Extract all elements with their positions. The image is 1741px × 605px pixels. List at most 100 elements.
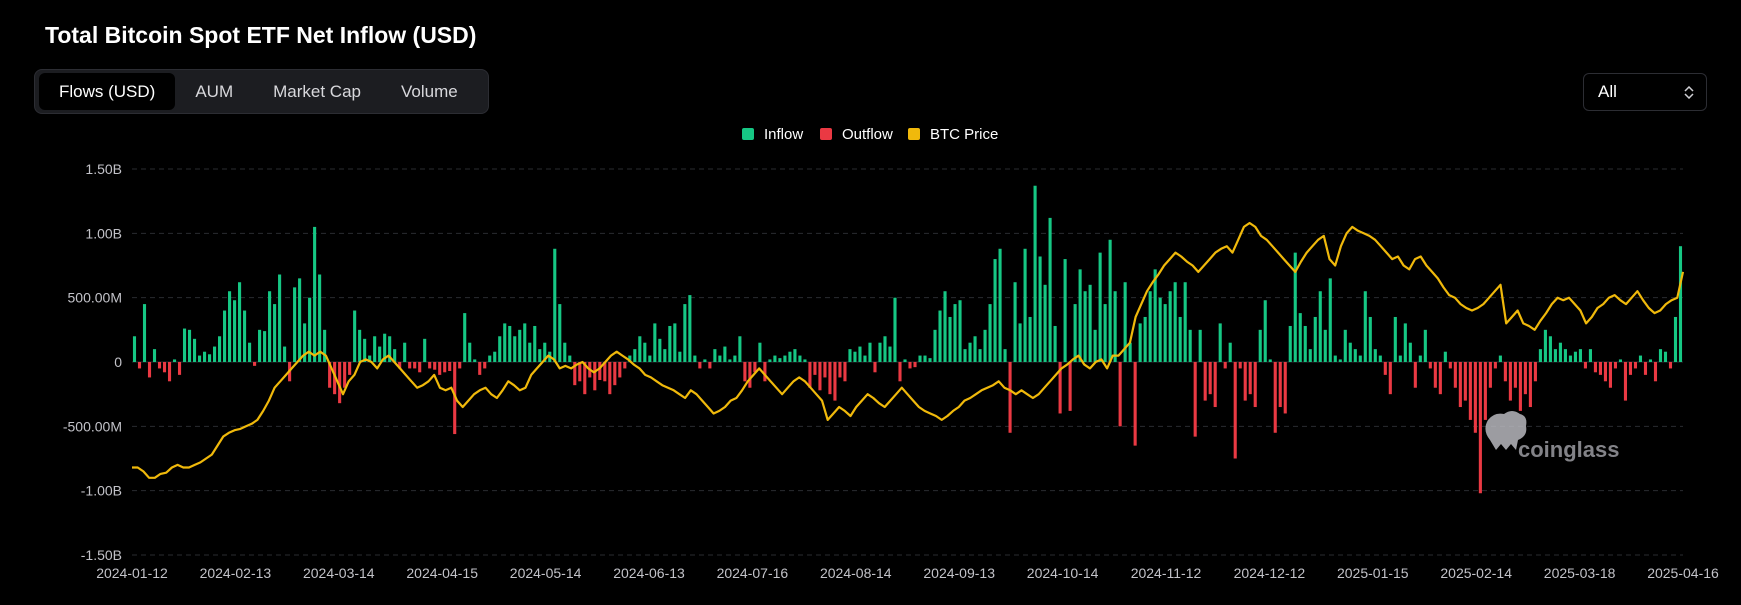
inflow-bar[interactable] [172,359,177,362]
inflow-bar[interactable] [993,259,997,362]
inflow-bar[interactable] [1348,342,1352,362]
outflow-bar[interactable] [1383,362,1387,375]
inflow-bar[interactable] [648,355,652,362]
outflow-bar[interactable] [162,362,167,373]
inflow-bar[interactable] [142,304,147,362]
inflow-bar[interactable] [983,329,987,362]
inflow-bar[interactable] [1573,351,1577,362]
inflow-bar[interactable] [358,329,362,362]
inflow-bar[interactable] [888,346,892,362]
outflow-bar[interactable] [478,362,482,375]
outflow-bar[interactable] [838,362,842,378]
outflow-bar[interactable] [1233,362,1237,459]
outflow-bar[interactable] [1438,362,1442,395]
outflow-bar[interactable] [1463,362,1467,401]
inflow-bar[interactable] [1018,323,1022,362]
outflow-bar[interactable] [603,362,607,382]
inflow-bar[interactable] [268,291,272,362]
inflow-bar[interactable] [1323,329,1327,362]
inflow-bar[interactable] [1188,329,1192,362]
outflow-bar[interactable] [177,362,182,375]
inflow-bar[interactable] [1288,325,1292,362]
inflow-bar[interactable] [1053,325,1057,362]
outflow-bar[interactable] [1593,362,1597,373]
outflow-bar[interactable] [433,362,437,370]
inflow-bar[interactable] [1398,355,1402,362]
inflow-bar[interactable] [218,336,222,362]
outflow-bar[interactable] [748,362,752,388]
outflow-bar[interactable] [753,362,757,373]
outflow-bar[interactable] [1633,362,1638,369]
inflow-bar[interactable] [1658,349,1663,362]
outflow-bar[interactable] [137,362,142,369]
outflow-bar[interactable] [873,362,877,373]
outflow-bar[interactable] [328,362,332,388]
inflow-bar[interactable] [1343,329,1347,362]
outflow-bar[interactable] [1193,362,1197,437]
outflow-bar[interactable] [1453,362,1457,388]
inflow-bar[interactable] [768,359,772,362]
inflow-bar[interactable] [688,295,692,362]
inflow-bar[interactable] [223,310,227,362]
inflow-bar[interactable] [1553,349,1557,362]
outflow-bar[interactable] [1213,362,1217,408]
outflow-bar[interactable] [1008,362,1012,433]
inflow-bar[interactable] [1268,359,1272,362]
inflow-bar[interactable] [943,291,947,362]
inflow-bar[interactable] [1578,349,1582,362]
inflow-bar[interactable] [258,329,262,362]
outflow-bar[interactable] [1503,362,1507,382]
outflow-bar[interactable] [1478,362,1482,494]
legend-label[interactable]: BTC Price [930,126,998,143]
inflow-bar[interactable] [353,310,357,362]
inflow-bar[interactable] [1258,329,1262,362]
inflow-bar[interactable] [318,274,322,362]
outflow-bar[interactable] [167,362,172,382]
outflow-bar[interactable] [1133,362,1137,446]
inflow-bar[interactable] [1543,329,1547,362]
inflow-bar[interactable] [928,358,932,362]
inflow-bar[interactable] [923,355,927,362]
outflow-bar[interactable] [743,362,747,382]
outflow-bar[interactable] [1523,362,1527,395]
inflow-bar[interactable] [1098,252,1102,362]
inflow-bar[interactable] [663,349,667,362]
outflow-bar[interactable] [1583,362,1587,369]
inflow-bar[interactable] [1043,284,1047,362]
inflow-bar[interactable] [498,336,502,362]
inflow-bar[interactable] [308,297,312,362]
inflow-bar[interactable] [1333,355,1337,362]
outflow-bar[interactable] [813,362,817,375]
inflow-bar[interactable] [1328,278,1332,362]
inflow-bar[interactable] [197,355,202,362]
inflow-bar[interactable] [628,355,632,362]
inflow-bar[interactable] [723,346,727,362]
inflow-bar[interactable] [1113,291,1117,362]
inflow-bar[interactable] [303,323,307,362]
inflow-bar[interactable] [243,310,247,362]
outflow-bar[interactable] [398,362,402,369]
inflow-bar[interactable] [678,351,682,362]
inflow-bar[interactable] [1663,351,1668,362]
outflow-bar[interactable] [348,362,352,375]
inflow-bar[interactable] [518,329,522,362]
outflow-bar[interactable] [1278,362,1282,408]
inflow-bar[interactable] [363,338,367,362]
outflow-bar[interactable] [1458,362,1462,408]
inflow-bar[interactable] [558,304,562,362]
inflow-bar[interactable] [958,300,962,362]
outflow-bar[interactable] [583,362,587,395]
inflow-bar[interactable] [1138,323,1142,362]
outflow-bar[interactable] [698,362,702,369]
outflow-bar[interactable] [618,362,622,378]
inflow-bar[interactable] [523,323,527,362]
inflow-bar[interactable] [1048,217,1052,362]
inflow-bar[interactable] [1173,282,1177,362]
outflow-bar[interactable] [613,362,617,386]
inflow-bar[interactable] [373,336,377,362]
inflow-bar[interactable] [998,248,1002,362]
inflow-bar[interactable] [533,325,537,362]
inflow-bar[interactable] [1168,291,1172,362]
inflow-bar[interactable] [568,355,572,362]
outflow-bar[interactable] [1388,362,1392,395]
